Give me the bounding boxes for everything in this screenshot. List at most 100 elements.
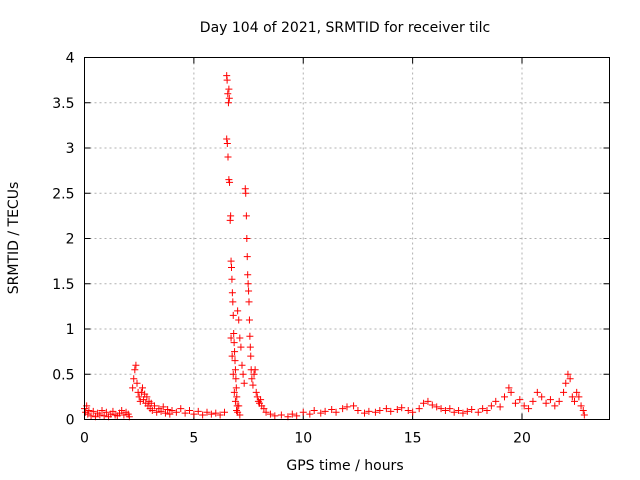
- data-point: [231, 366, 239, 374]
- data-point: [371, 408, 379, 416]
- data-point: [225, 94, 233, 102]
- data-point: [529, 397, 537, 405]
- data-point: [232, 384, 240, 392]
- y-tick-label: 0.5: [52, 367, 74, 383]
- data-point: [505, 384, 513, 392]
- y-tick-label: 0: [66, 413, 75, 429]
- data-point: [131, 366, 139, 374]
- data-point: [564, 370, 572, 378]
- points-layer: [81, 72, 588, 421]
- data-point: [339, 405, 347, 413]
- data-point: [538, 393, 546, 401]
- data-point: [245, 298, 253, 306]
- data-point: [492, 397, 500, 405]
- data-point: [138, 384, 146, 392]
- data-point: [566, 375, 574, 383]
- x-tick-label: 15: [404, 431, 422, 447]
- data-point: [249, 381, 257, 389]
- data-point: [148, 406, 156, 414]
- data-point: [244, 280, 252, 288]
- data-point: [100, 412, 108, 420]
- data-point: [223, 135, 231, 143]
- data-point: [551, 402, 559, 410]
- data-point: [199, 411, 207, 419]
- data-point: [328, 406, 336, 414]
- data-point: [231, 348, 239, 356]
- data-point: [84, 410, 92, 418]
- data-point: [228, 289, 236, 297]
- data-point: [236, 411, 244, 419]
- data-point: [228, 263, 235, 271]
- data-point: [238, 361, 246, 369]
- data-point: [257, 396, 265, 404]
- data-point: [244, 271, 252, 279]
- data-point: [143, 393, 151, 401]
- data-point: [132, 361, 140, 369]
- data-point: [236, 334, 244, 342]
- data-point: [496, 403, 504, 411]
- data-point: [229, 370, 237, 378]
- data-point: [459, 409, 467, 417]
- y-tick-label: 1: [66, 322, 75, 338]
- data-point: [237, 343, 245, 351]
- data-point: [231, 397, 239, 405]
- data-point: [164, 406, 172, 414]
- ticks-layer: 0 0.5 1 1.5 2 2.5 3 3.5 4 0 5 10 15 20: [52, 51, 610, 447]
- data-point: [516, 396, 524, 404]
- data-point: [468, 406, 476, 414]
- data-point: [136, 397, 144, 405]
- data-point: [157, 407, 165, 415]
- chart-title: Day 104 of 2021, SRMTID for receiver til…: [200, 20, 490, 36]
- data-point: [172, 408, 180, 416]
- data-point: [230, 339, 238, 347]
- data-point: [487, 402, 495, 410]
- data-point: [252, 388, 260, 396]
- data-point: [151, 402, 158, 410]
- data-point: [441, 406, 449, 414]
- data-point: [343, 403, 351, 411]
- data-point: [580, 411, 588, 419]
- data-point: [243, 235, 251, 242]
- data-point: [463, 407, 471, 415]
- x-tick-label: 0: [80, 431, 89, 447]
- data-point: [433, 403, 441, 411]
- data-point: [398, 404, 406, 412]
- data-point: [533, 388, 541, 396]
- data-point: [317, 409, 325, 417]
- data-point: [299, 408, 307, 416]
- data-point: [428, 401, 436, 409]
- data-point: [479, 405, 487, 413]
- data-point: [246, 343, 254, 351]
- data-point: [525, 405, 533, 413]
- data-point: [321, 407, 329, 415]
- data-point: [227, 334, 235, 342]
- data-point: [153, 408, 161, 416]
- data-point: [221, 408, 228, 416]
- y-tick-label: 2: [66, 232, 75, 248]
- data-point: [409, 408, 417, 416]
- data-point: [271, 412, 279, 420]
- data-point: [87, 412, 95, 420]
- data-point: [228, 275, 236, 283]
- data-point: [226, 178, 234, 186]
- data-point: [573, 388, 581, 396]
- data-point: [229, 311, 237, 319]
- data-point: [89, 407, 97, 415]
- data-point: [446, 405, 454, 413]
- data-point: [232, 375, 240, 383]
- data-point: [293, 412, 301, 420]
- data-point: [133, 379, 141, 387]
- data-point: [393, 406, 401, 414]
- data-point: [262, 408, 270, 416]
- data-point: [247, 352, 255, 360]
- data-point: [216, 411, 224, 419]
- data-point: [455, 406, 463, 414]
- data-point: [577, 402, 585, 410]
- data-point: [102, 408, 110, 416]
- data-point: [227, 257, 235, 265]
- y-tick-label: 3: [66, 141, 75, 157]
- data-point: [387, 407, 395, 415]
- data-point: [424, 397, 432, 405]
- y-tick-label: 2.5: [52, 186, 74, 202]
